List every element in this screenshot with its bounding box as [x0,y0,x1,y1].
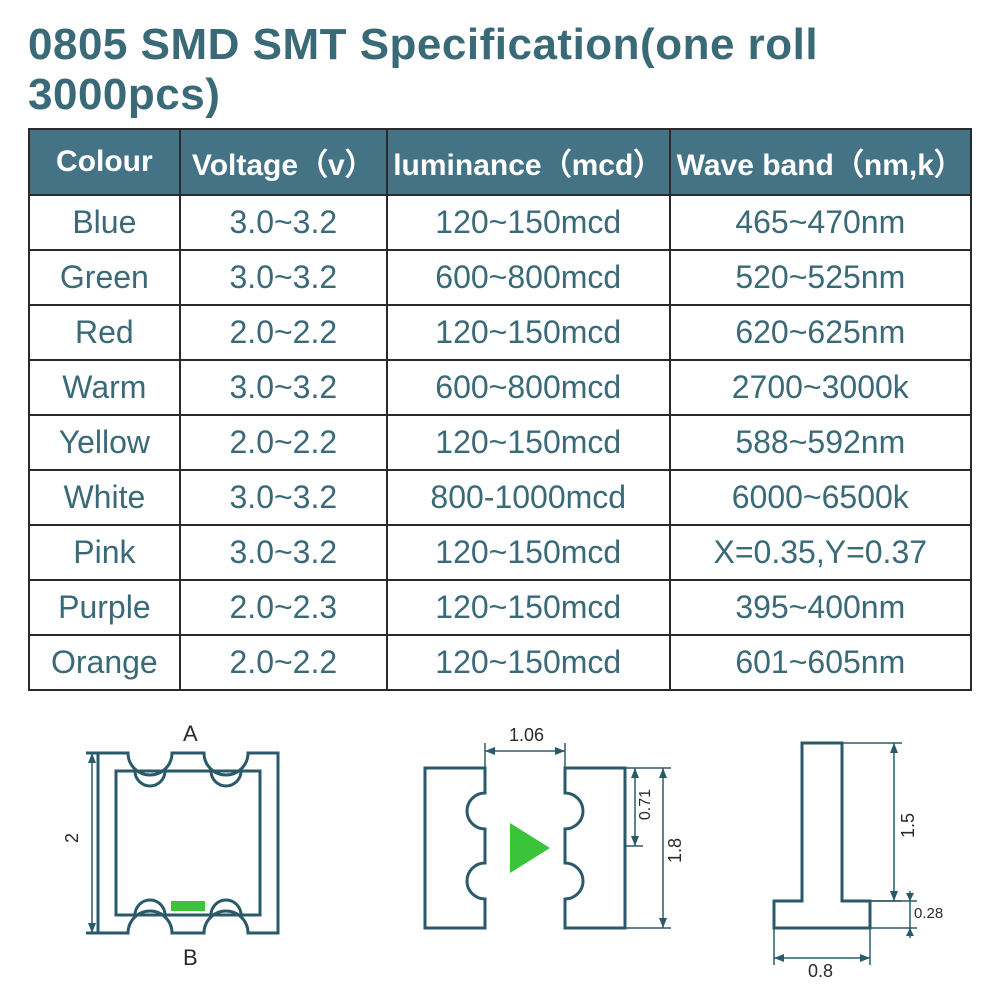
table-cell: Green [29,250,180,305]
dim-half-h: 0.71 [637,789,655,820]
table-cell: 120~150mcd [387,635,670,690]
table-cell: 2.0~2.2 [180,305,387,360]
table-cell: Pink [29,525,180,580]
spec-table: Colour Voltage（v） luminance（mcd） Wave ba… [28,128,972,691]
table-cell: Orange [29,635,180,690]
table-cell: 3.0~3.2 [180,470,387,525]
table-cell: 395~400nm [670,580,971,635]
table-cell: 120~150mcd [387,305,670,360]
col-header: Colour [29,129,180,195]
dim-side-h: 1.5 [898,813,919,838]
table-cell: 3.0~3.2 [180,525,387,580]
mechanical-drawings: A B 2 [28,713,972,983]
table-cell: 3.0~3.2 [180,195,387,250]
page-title: 0805 SMD SMT Specification(one roll 3000… [28,20,972,120]
table-cell: 465~470nm [670,195,971,250]
table-row: White3.0~3.2800-1000mcd6000~6500k [29,470,971,525]
table-cell: 601~605nm [670,635,971,690]
col-header: Voltage（v） [180,129,387,195]
table-cell: Red [29,305,180,360]
table-cell: 800-1000mcd [387,470,670,525]
table-cell: 2.0~2.2 [180,635,387,690]
table-cell: 3.0~3.2 [180,250,387,305]
table-row: Pink3.0~3.2120~150mcdX=0.35,Y=0.37 [29,525,971,580]
table-cell: Warm [29,360,180,415]
table-cell: 620~625nm [670,305,971,360]
table-cell: 520~525nm [670,250,971,305]
table-cell: 2.0~2.3 [180,580,387,635]
label-b: B [183,945,198,971]
label-a: A [183,721,198,747]
table-row: Green3.0~3.2600~800mcd520~525nm [29,250,971,305]
table-row: Purple2.0~2.3120~150mcd395~400nm [29,580,971,635]
table-cell: 120~150mcd [387,525,670,580]
table-row: Blue3.0~3.2120~150mcd465~470nm [29,195,971,250]
table-cell: 3.0~3.2 [180,360,387,415]
table-cell: 6000~6500k [670,470,971,525]
table-cell: 600~800mcd [387,250,670,305]
table-row: Red2.0~2.2120~150mcd620~625nm [29,305,971,360]
dim-base-w: 0.8 [808,961,833,982]
dim-height: 2 [62,833,83,843]
table-cell: X=0.35,Y=0.37 [670,525,971,580]
dim-full-h: 1.8 [665,838,686,863]
table-cell: 2.0~2.2 [180,415,387,470]
diagram-top-view: A B 2 [38,713,328,983]
table-cell: White [29,470,180,525]
table-row: Orange2.0~2.2120~150mcd601~605nm [29,635,971,690]
diagram-side-view: 1.5 0.28 0.8 [742,713,962,983]
table-row: Warm3.0~3.2600~800mcd2700~3000k [29,360,971,415]
diagram-pad-layout: 1.06 0.71 1.8 [375,713,695,983]
table-cell: 588~592nm [670,415,971,470]
table-cell: 120~150mcd [387,580,670,635]
table-cell: Yellow [29,415,180,470]
table-cell: 120~150mcd [387,415,670,470]
table-header-row: Colour Voltage（v） luminance（mcd） Wave ba… [29,129,971,195]
table-cell: 2700~3000k [670,360,971,415]
table-cell: Purple [29,580,180,635]
table-cell: 120~150mcd [387,195,670,250]
dim-base-h: 0.28 [914,905,943,922]
col-header: luminance（mcd） [387,129,670,195]
dim-width: 1.06 [509,725,544,746]
table-row: Yellow2.0~2.2120~150mcd588~592nm [29,415,971,470]
table-cell: 600~800mcd [387,360,670,415]
col-header: Wave band（nm,k） [670,129,971,195]
table-cell: Blue [29,195,180,250]
